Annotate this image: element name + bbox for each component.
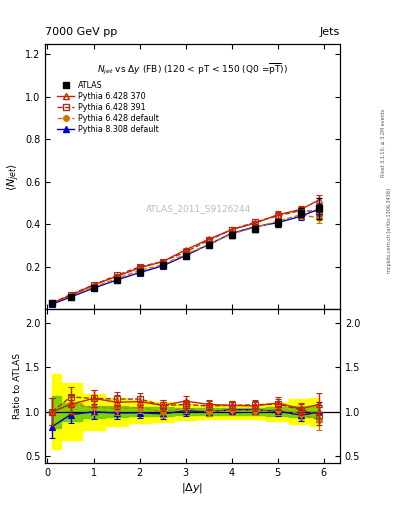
Text: Jets: Jets [320,27,340,37]
Y-axis label: Ratio to ATLAS: Ratio to ATLAS [13,353,22,419]
Text: mcplots.cern.ch [arXiv:1306.3436]: mcplots.cern.ch [arXiv:1306.3436] [387,188,391,273]
Text: Rivet 3.1.10, ≥ 3.2M events: Rivet 3.1.10, ≥ 3.2M events [381,109,386,178]
Legend: ATLAS, Pythia 6.428 370, Pythia 6.428 391, Pythia 6.428 default, Pythia 8.308 de: ATLAS, Pythia 6.428 370, Pythia 6.428 39… [55,79,160,136]
X-axis label: $|\Delta y|$: $|\Delta y|$ [182,481,204,495]
Y-axis label: $\langle N_{jet}\rangle$: $\langle N_{jet}\rangle$ [6,162,22,190]
Text: 7000 GeV pp: 7000 GeV pp [45,27,118,37]
Text: $N_{jet}$ vs $\Delta y$ (FB) (120 < pT < 150 (Q0 =$\overline{\mathrm{pT}}$)): $N_{jet}$ vs $\Delta y$ (FB) (120 < pT <… [97,62,288,77]
Text: ATLAS_2011_S9126244: ATLAS_2011_S9126244 [146,204,251,213]
